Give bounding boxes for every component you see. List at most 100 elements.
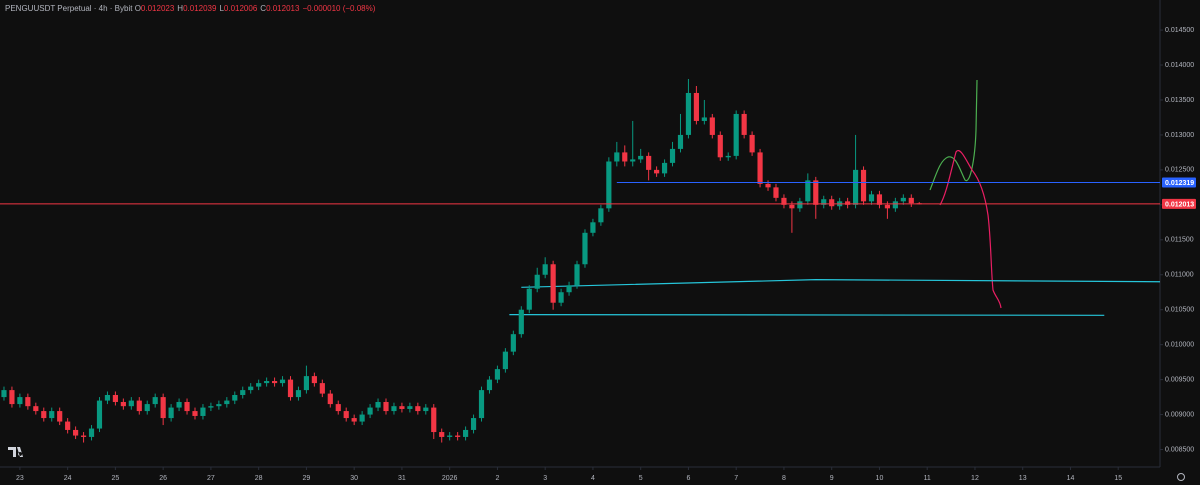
candle-body <box>264 381 270 384</box>
ohlc-key: O <box>134 4 141 13</box>
candle-body <box>813 180 819 205</box>
candle-body <box>789 204 795 209</box>
x-tick-label: 26 <box>159 475 167 482</box>
candle-body <box>423 407 429 412</box>
candle-body <box>494 369 501 380</box>
x-tick-label: 11 <box>924 475 931 482</box>
price-label: 0.012013 <box>1165 201 1194 208</box>
x-tick-label: 9 <box>830 475 834 482</box>
candle-body <box>200 407 206 416</box>
candle-body <box>550 264 556 303</box>
candle-body <box>184 401 190 412</box>
candle-body <box>216 404 222 407</box>
candle-body <box>160 397 166 419</box>
candle-body <box>892 201 898 209</box>
candle-body <box>295 390 302 398</box>
candle-body <box>701 117 707 121</box>
trend-line <box>509 313 1105 316</box>
candle-body <box>399 406 405 409</box>
candle-body <box>112 394 118 402</box>
candle-body <box>606 161 612 209</box>
candle-body <box>367 407 373 415</box>
candle-body <box>876 194 883 205</box>
candle-body <box>17 397 23 405</box>
candle-body <box>144 404 150 412</box>
candle-body <box>868 194 875 202</box>
candle-body <box>518 309 524 335</box>
x-tick-label: 28 <box>255 475 263 482</box>
ohlc-value: 0.012013 <box>266 4 300 13</box>
x-tick-label: 31 <box>398 475 406 482</box>
y-tick-label: 0.012500 <box>1165 167 1194 174</box>
tv-logo <box>8 447 23 457</box>
ohlc-legend: O0.012023 H0.012039 L0.012006 C0.012013 −0.0… <box>135 4 379 13</box>
x-tick-label: 2026 <box>442 475 458 482</box>
x-tick-label: 3 <box>543 475 547 482</box>
candle-body <box>646 155 652 170</box>
candle-body <box>73 429 79 436</box>
projection-down <box>939 150 1002 309</box>
candle-body <box>447 435 453 437</box>
candle-body <box>797 201 803 209</box>
symbol: PENGUUSDT Perpetual · 4h · Bybit <box>5 4 133 13</box>
candle-body <box>351 418 357 422</box>
candle-body <box>630 159 636 162</box>
candle-body <box>821 199 827 205</box>
candle-body <box>128 400 134 407</box>
candle-body <box>558 292 564 303</box>
candle-body <box>25 397 31 407</box>
x-tick-label: 10 <box>876 475 884 482</box>
candle-body <box>654 169 660 174</box>
candle-body <box>287 379 294 398</box>
candle-body <box>510 334 516 352</box>
candle-body <box>375 401 381 408</box>
candle-body <box>192 411 198 416</box>
symbol-header: PENGUUSDT Perpetual · 4h · Bybit O0.0120… <box>5 4 378 13</box>
x-tick-label: 25 <box>112 475 120 482</box>
candle-body <box>590 222 596 233</box>
candle-body <box>136 400 142 412</box>
candle-body <box>327 393 333 405</box>
candle-body <box>486 379 493 391</box>
ohlc-key: L <box>219 4 224 13</box>
candle-body <box>232 394 238 401</box>
candle-body <box>9 390 15 405</box>
candle-body <box>749 134 755 153</box>
candle-body <box>49 411 55 419</box>
candle-body <box>502 351 508 370</box>
y-tick-label: 0.014500 <box>1165 27 1194 34</box>
x-tick-label: 30 <box>350 475 358 482</box>
candle-body <box>757 152 763 184</box>
x-tick-label: 6 <box>686 475 690 482</box>
trend-line <box>521 279 1161 288</box>
x-tick-label: 5 <box>639 475 643 482</box>
candle-body <box>884 204 890 209</box>
y-tick-label: 0.010000 <box>1165 342 1194 349</box>
candle-body <box>104 394 111 401</box>
x-tick-label: 4 <box>591 475 595 482</box>
candle-body <box>582 232 588 265</box>
candle-body <box>900 197 906 202</box>
candle-body <box>256 383 262 387</box>
candle-body <box>248 386 254 391</box>
x-tick-label: 12 <box>971 475 979 482</box>
projection-up <box>929 79 978 191</box>
candle-body <box>224 400 230 405</box>
candle-body <box>168 407 174 419</box>
ohlc-key: C <box>260 4 267 13</box>
candle-body <box>80 435 87 437</box>
candle-body <box>431 407 437 433</box>
candle-body <box>534 274 540 289</box>
candle-body <box>669 148 676 163</box>
candle-body <box>741 113 747 135</box>
y-tick-label: 0.011000 <box>1165 272 1194 279</box>
ohlc-value: 0.012023 <box>140 4 175 13</box>
x-tick-label: 24 <box>64 475 72 482</box>
candle-body <box>733 113 739 156</box>
candle-body <box>805 180 811 202</box>
x-tick-label: 14 <box>1067 475 1075 482</box>
settings-icon[interactable] <box>1177 473 1185 481</box>
candle-body <box>279 379 286 384</box>
x-tick-label: 23 <box>16 475 24 482</box>
